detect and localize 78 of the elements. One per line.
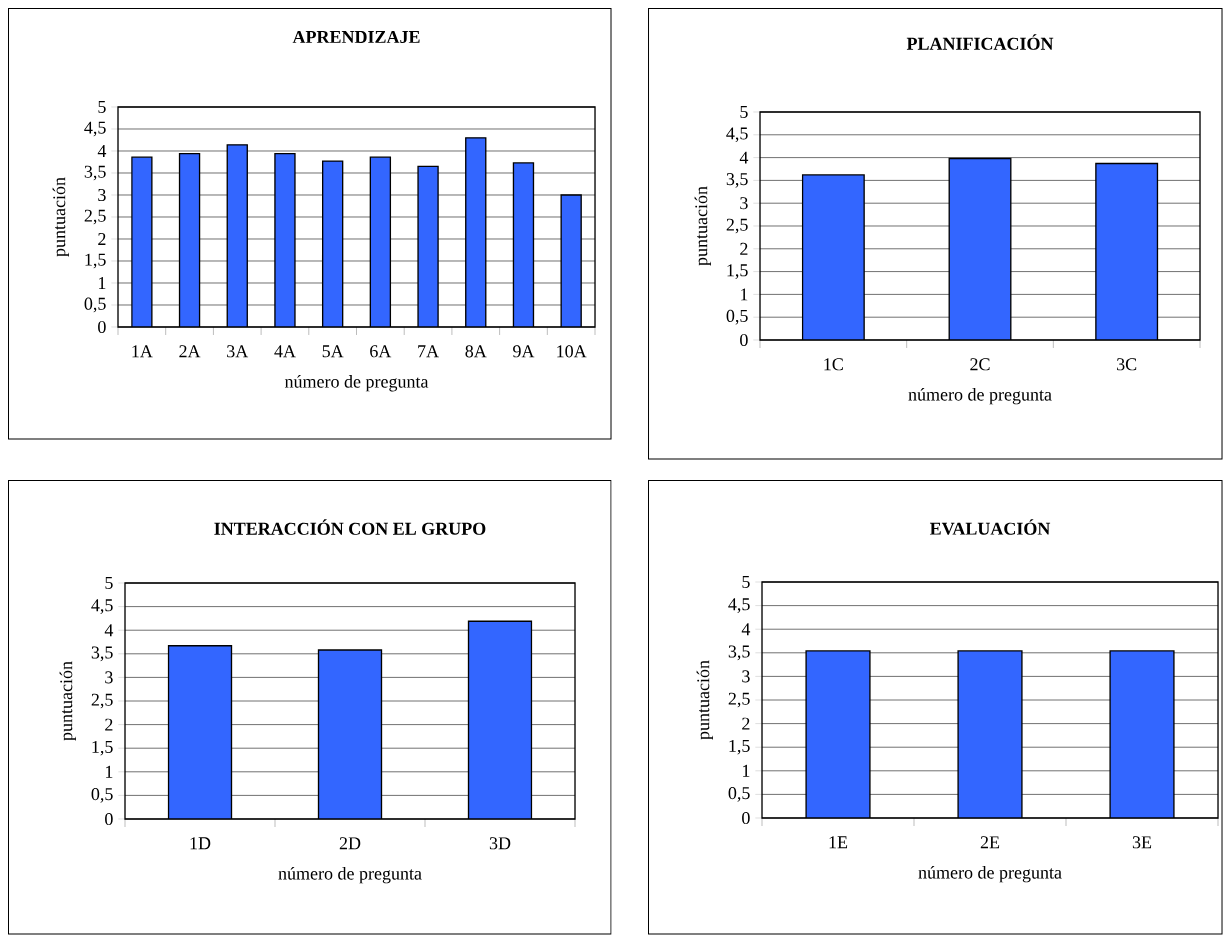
- y-tick-label: 3,5: [728, 645, 750, 661]
- x-tick-label: 1C: [824, 358, 843, 371]
- y-tick-label: 0: [740, 333, 748, 347]
- y-tick-label: 2: [742, 717, 750, 730]
- y-tick-label: 2: [98, 233, 106, 245]
- y-tick-label: 0: [742, 811, 750, 825]
- y-tick-label: 0,5: [84, 297, 106, 313]
- y-tick-label: 5: [740, 106, 748, 118]
- x-tick-label: 2A: [179, 345, 201, 358]
- y-tick-label: 4: [741, 623, 751, 636]
- y-tick-label: 3,5: [91, 646, 113, 662]
- y-tick-label: 2,5: [91, 693, 113, 709]
- y-axis-title: puntuación: [696, 660, 713, 740]
- x-tick-label: 4A: [274, 345, 296, 358]
- y-tick-label: 4,5: [91, 599, 113, 614]
- bar: [317, 649, 383, 819]
- y-tick-label: 4: [97, 145, 107, 157]
- y-axis-title: puntuación: [694, 186, 711, 266]
- y-tick-label: 4,5: [84, 121, 106, 137]
- y-tick-label: 1: [98, 277, 106, 289]
- x-tick-label: 3D: [489, 837, 511, 850]
- x-tick-label: 8A: [465, 345, 487, 358]
- x-axis-title: número de pregunta: [918, 865, 1062, 883]
- y-axis-title: puntuación: [59, 661, 76, 741]
- x-tick-label: 2D: [339, 837, 361, 850]
- y-tick-label: 3: [105, 671, 113, 684]
- y-tick-label: 3,5: [726, 173, 748, 188]
- x-tick-label: 9A: [513, 345, 535, 358]
- y-tick-label: 4: [104, 624, 114, 637]
- y-tick-label: 0: [98, 320, 106, 334]
- y-tick-label: 5: [742, 576, 750, 588]
- chart-title: EVALUACIÓN: [929, 519, 1051, 535]
- y-tick-label: 1: [743, 764, 750, 777]
- x-axis-title: número de pregunta: [278, 866, 422, 884]
- x-tick-label: 1D: [190, 837, 211, 850]
- y-tick-label: 2,5: [726, 218, 748, 234]
- bar: [467, 620, 533, 819]
- x-tick-label: 6A: [370, 345, 392, 358]
- x-tick-label: 2E: [980, 836, 1000, 849]
- bar: [167, 645, 233, 819]
- x-tick-label: 7A: [418, 345, 439, 358]
- y-axis-title: puntuación: [52, 177, 69, 257]
- y-tick-label: 1,5: [92, 740, 113, 756]
- y-tick-label: 4,5: [726, 127, 748, 143]
- y-tick-label: 3: [98, 188, 106, 202]
- y-tick-label: 2,5: [728, 692, 750, 708]
- y-tick-label: 2: [740, 242, 748, 255]
- x-tick-label: 2C: [970, 358, 990, 371]
- x-tick-label: 3A: [227, 345, 249, 358]
- y-tick-label: 0,5: [726, 309, 748, 325]
- y-tick-label: 0,5: [91, 788, 113, 803]
- chart-title: INTERACCIÓN CON EL GRUPO: [214, 519, 486, 535]
- x-axis-title: número de pregunta: [908, 387, 1052, 405]
- y-tick-label: 3: [740, 197, 748, 210]
- y-tick-label: 1,5: [727, 264, 748, 279]
- y-tick-label: 2: [105, 718, 113, 731]
- y-tick-label: 4,5: [728, 598, 750, 613]
- x-tick-label: 10A: [557, 345, 587, 358]
- y-tick-label: 5: [105, 577, 113, 589]
- y-tick-label: 1: [105, 765, 113, 778]
- chart-title: APRENDIZAJE: [292, 30, 420, 44]
- y-tick-label: 1,5: [85, 253, 106, 269]
- x-axis-title: número de pregunta: [284, 374, 429, 392]
- x-tick-label: 5A: [322, 345, 344, 358]
- y-tick-label: 0,5: [728, 787, 750, 802]
- y-tick-label: 4: [739, 151, 749, 164]
- x-tick-label: 3E: [1132, 836, 1152, 849]
- y-tick-label: 1,5: [729, 739, 750, 755]
- y-tick-label: 2,5: [84, 209, 106, 225]
- x-tick-label: 1E: [829, 836, 848, 849]
- y-tick-label: 3,5: [84, 165, 106, 181]
- y-tick-label: 1: [741, 288, 748, 301]
- x-tick-label: 3C: [1117, 358, 1137, 371]
- y-tick-label: 3: [742, 670, 750, 683]
- x-tick-label: 1A: [132, 345, 153, 358]
- chart-title: PLANIFICACIÓN: [906, 34, 1054, 50]
- y-tick-label: 5: [98, 101, 106, 113]
- y-tick-label: 0: [105, 812, 113, 826]
